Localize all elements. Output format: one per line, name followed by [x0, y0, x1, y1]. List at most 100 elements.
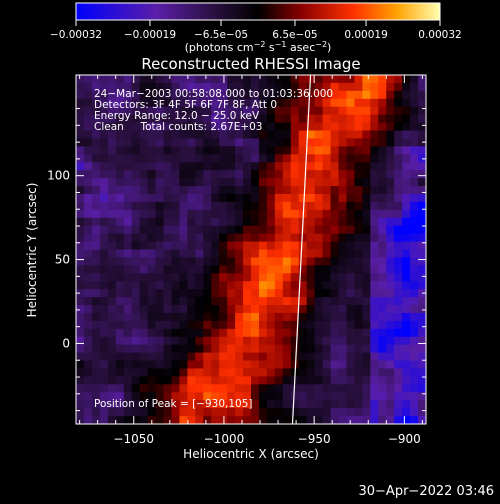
heatmap-cell — [346, 249, 355, 259]
heatmap-cell — [147, 170, 157, 179]
heatmap-cell — [274, 281, 284, 290]
heatmap-cell — [370, 241, 379, 251]
heatmap-cell — [298, 122, 308, 132]
heatmap-cell — [330, 376, 340, 385]
heatmap-cell — [83, 130, 93, 140]
heatmap-cell — [123, 122, 133, 132]
heatmap-cell — [99, 193, 109, 203]
heatmap-cell — [258, 416, 268, 424]
heatmap-cell — [322, 352, 332, 362]
heatmap-cell — [195, 241, 204, 251]
heatmap-cell — [155, 178, 165, 187]
heatmap-cell — [235, 75, 244, 84]
heatmap-cell — [394, 186, 403, 195]
heatmap-cell — [410, 122, 419, 132]
heatmap-cell — [115, 170, 125, 179]
heatmap-cell — [115, 297, 125, 306]
heatmap-cell — [91, 154, 101, 163]
heatmap-cell — [410, 186, 419, 195]
heatmap-cell — [314, 368, 324, 378]
heatmap-cell — [290, 305, 300, 314]
heatmap-cell — [402, 305, 411, 314]
heatmap-cell — [179, 289, 188, 298]
heatmap-cell — [266, 170, 276, 179]
heatmap-cell — [322, 344, 332, 354]
heatmap-cell — [195, 384, 204, 393]
heatmap-cell — [282, 297, 292, 306]
heatmap-cell — [322, 130, 332, 140]
heatmap-cell — [322, 178, 332, 187]
heatmap-cell — [219, 106, 228, 116]
solar-limb-line — [291, 74, 312, 425]
heatmap-cell — [131, 376, 141, 385]
heatmap-cell — [362, 281, 371, 290]
heatmap-cell — [187, 217, 196, 227]
heatmap-cell — [155, 114, 165, 124]
heatmap-cell — [195, 416, 204, 424]
heatmap-cell — [107, 233, 117, 243]
heatmap-cell — [203, 122, 212, 132]
heatmap-cell — [290, 312, 300, 322]
heatmap-cell — [171, 265, 180, 274]
heatmap-cell — [171, 384, 180, 393]
heatmap-cell — [243, 138, 252, 147]
heatmap-cell — [163, 225, 173, 235]
heatmap-cell — [298, 138, 308, 147]
heatmap-cell — [91, 408, 101, 417]
heatmap-cell — [394, 209, 403, 219]
heatmap-cell — [394, 384, 403, 393]
heatmap-cell — [266, 384, 276, 393]
heatmap-cell — [338, 209, 348, 219]
heatmap-cell — [402, 360, 411, 370]
heatmap-cell — [418, 273, 426, 282]
heatmap-cell — [330, 360, 340, 370]
heatmap-cell — [322, 265, 332, 274]
heatmap-cell — [91, 273, 101, 282]
heatmap-cell — [243, 146, 252, 155]
heatmap-cell — [115, 249, 125, 259]
heatmap-cell — [235, 130, 244, 140]
heatmap-cell — [322, 162, 332, 171]
heatmap-cell — [370, 193, 379, 203]
heatmap-cell — [282, 82, 292, 92]
heatmap-cell — [163, 376, 173, 385]
heatmap-cell — [115, 360, 125, 370]
heatmap-cell — [179, 416, 188, 424]
heatmap-cell — [298, 178, 308, 187]
heatmap-cell — [282, 400, 292, 409]
heatmap-cell — [314, 154, 324, 163]
heatmap-cell — [346, 130, 355, 140]
heatmap-cell — [179, 360, 188, 370]
heatmap-cell — [266, 281, 276, 290]
heatmap-cell — [346, 241, 355, 251]
heatmap-cell — [76, 408, 85, 417]
heatmap-cell — [147, 193, 157, 203]
heatmap-cell — [298, 130, 308, 140]
heatmap-cell — [338, 265, 348, 274]
heatmap-cell — [290, 209, 300, 219]
heatmap-cell — [410, 201, 419, 211]
heatmap-cell — [386, 368, 395, 378]
heatmap-cell — [243, 257, 252, 266]
heatmap-cell — [251, 146, 260, 155]
heatmap-cell — [91, 416, 101, 424]
heatmap-cell — [147, 249, 157, 259]
heatmap-cell — [346, 114, 355, 124]
heatmap-cell — [235, 233, 244, 243]
heatmap-cell — [219, 114, 228, 124]
heatmap-cell — [306, 336, 316, 346]
heatmap-cell — [211, 186, 220, 195]
heatmap-cell — [123, 98, 133, 108]
heatmap-cell — [378, 75, 387, 84]
heatmap-cell — [83, 400, 93, 409]
heatmap-cell — [243, 384, 252, 393]
heatmap-cell — [362, 225, 371, 235]
heatmap-cell — [171, 249, 180, 259]
heatmap-cell — [155, 392, 165, 401]
heatmap-cell — [298, 328, 308, 338]
heatmap-cell — [266, 249, 276, 259]
heatmap-cell — [314, 162, 324, 171]
heatmap-cell — [338, 82, 348, 92]
heatmap-cell — [115, 344, 125, 354]
heatmap-cell — [163, 257, 173, 266]
